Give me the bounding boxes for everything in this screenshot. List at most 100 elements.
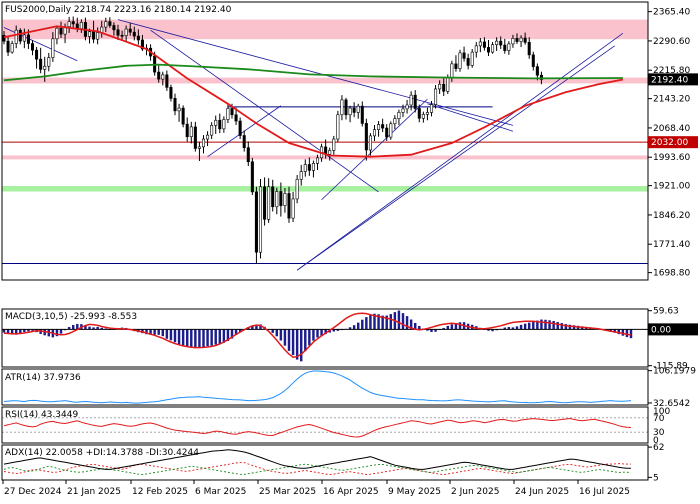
candle-body: [401, 108, 405, 113]
candle: [417, 104, 421, 123]
macd-histogram-bar: [507, 327, 511, 330]
candle: [246, 141, 250, 167]
candle: [258, 178, 263, 259]
candle: [132, 26, 136, 41]
candle: [352, 102, 356, 118]
candle-body: [87, 31, 92, 37]
candle: [226, 104, 230, 123]
candle-body: [413, 94, 417, 109]
adx-line: [3, 449, 631, 470]
candle-body: [59, 27, 63, 35]
atr-tick-label: 32.6542: [653, 399, 690, 409]
candle: [157, 65, 161, 83]
x-tick-label: 12 Feb 2025: [132, 487, 188, 497]
candle: [112, 22, 116, 36]
macd-histogram-bar: [401, 313, 405, 330]
macd-histogram-bar: [491, 329, 494, 332]
candle: [14, 25, 18, 49]
candle: [18, 28, 22, 45]
candle: [507, 41, 511, 55]
candle: [165, 70, 169, 91]
candle-body: [238, 120, 242, 136]
candle-body: [495, 40, 499, 45]
candle: [30, 40, 35, 56]
candle: [234, 107, 238, 125]
candle: [173, 93, 177, 116]
candle: [503, 38, 507, 54]
macd-histogram-bar: [316, 329, 319, 338]
x-tick-label: 16 Jul 2025: [579, 487, 630, 497]
candle: [214, 115, 218, 134]
candle: [222, 116, 226, 133]
price-tick-label: 1698.80: [653, 269, 690, 279]
candle: [356, 103, 360, 119]
macd-histogram-bar: [177, 329, 181, 345]
last-price-label: 2192.40: [651, 75, 688, 85]
candle-body: [185, 123, 189, 137]
candle: [397, 109, 401, 125]
candle-body: [206, 134, 210, 140]
chart-header-text: FUS2000,Daily 2218.74 2223.16 2180.14 21…: [5, 5, 232, 15]
candle: [348, 105, 352, 123]
trend-line: [296, 33, 624, 271]
macd-histogram-bar: [418, 325, 421, 330]
candle: [340, 95, 344, 121]
macd-histogram-bar: [369, 315, 372, 330]
rsi-tick-label: 30: [653, 428, 665, 438]
candle: [55, 25, 59, 45]
candle: [59, 21, 63, 39]
candle-body: [438, 83, 442, 90]
slow-moving-average-line: [3, 63, 623, 82]
macd-histogram-bar: [6, 329, 10, 334]
panel-frame: [1, 308, 649, 368]
macd-histogram-bar: [295, 329, 299, 360]
macd-histogram-bar: [194, 329, 197, 349]
candle-body: [6, 40, 10, 53]
candle-body: [344, 99, 348, 116]
candle-body: [315, 157, 320, 164]
macd-histogram-bar: [405, 316, 409, 330]
candle-body: [299, 171, 303, 180]
candle: [491, 41, 495, 54]
candle: [511, 34, 515, 48]
macd-histogram-bar: [560, 323, 564, 330]
macd-histogram-bar: [373, 313, 376, 330]
macd-histogram-bar: [14, 329, 18, 335]
trend-line: [296, 45, 615, 271]
macd-histogram-bar: [169, 329, 173, 341]
candle-body: [226, 108, 230, 120]
candle-body: [181, 107, 185, 125]
macd-histogram-bar: [532, 321, 535, 330]
candle: [267, 178, 271, 223]
macd-histogram-bar: [324, 329, 327, 335]
candle: [454, 55, 458, 72]
macd-histogram-bar: [145, 329, 148, 335]
candle: [486, 39, 491, 57]
macd-histogram-bar: [10, 329, 14, 335]
candle: [96, 27, 100, 45]
candle-body: [128, 28, 132, 33]
macd-histogram-bar: [304, 329, 307, 352]
candle-body: [165, 74, 169, 88]
candle-body: [397, 112, 401, 119]
price-tick-label: 2365.40: [653, 8, 690, 18]
candle-body: [311, 163, 315, 171]
candle-body: [340, 99, 344, 116]
level-price-label: 2032.00: [651, 138, 688, 148]
candle: [389, 121, 393, 140]
candle-body: [429, 104, 434, 113]
candle-body: [112, 25, 116, 31]
candle-body: [458, 52, 462, 69]
candle-body: [79, 22, 83, 29]
candle-body: [10, 43, 14, 53]
macd-histogram-bar: [320, 329, 323, 336]
macd-histogram-bar: [198, 329, 201, 348]
macd-histogram-bar: [519, 324, 523, 330]
candle: [2, 30, 6, 45]
panel-frame: [1, 444, 649, 481]
macd-histogram-bar: [161, 329, 165, 337]
macd-histogram-bar: [454, 323, 458, 330]
macd-histogram-bar: [92, 327, 95, 330]
